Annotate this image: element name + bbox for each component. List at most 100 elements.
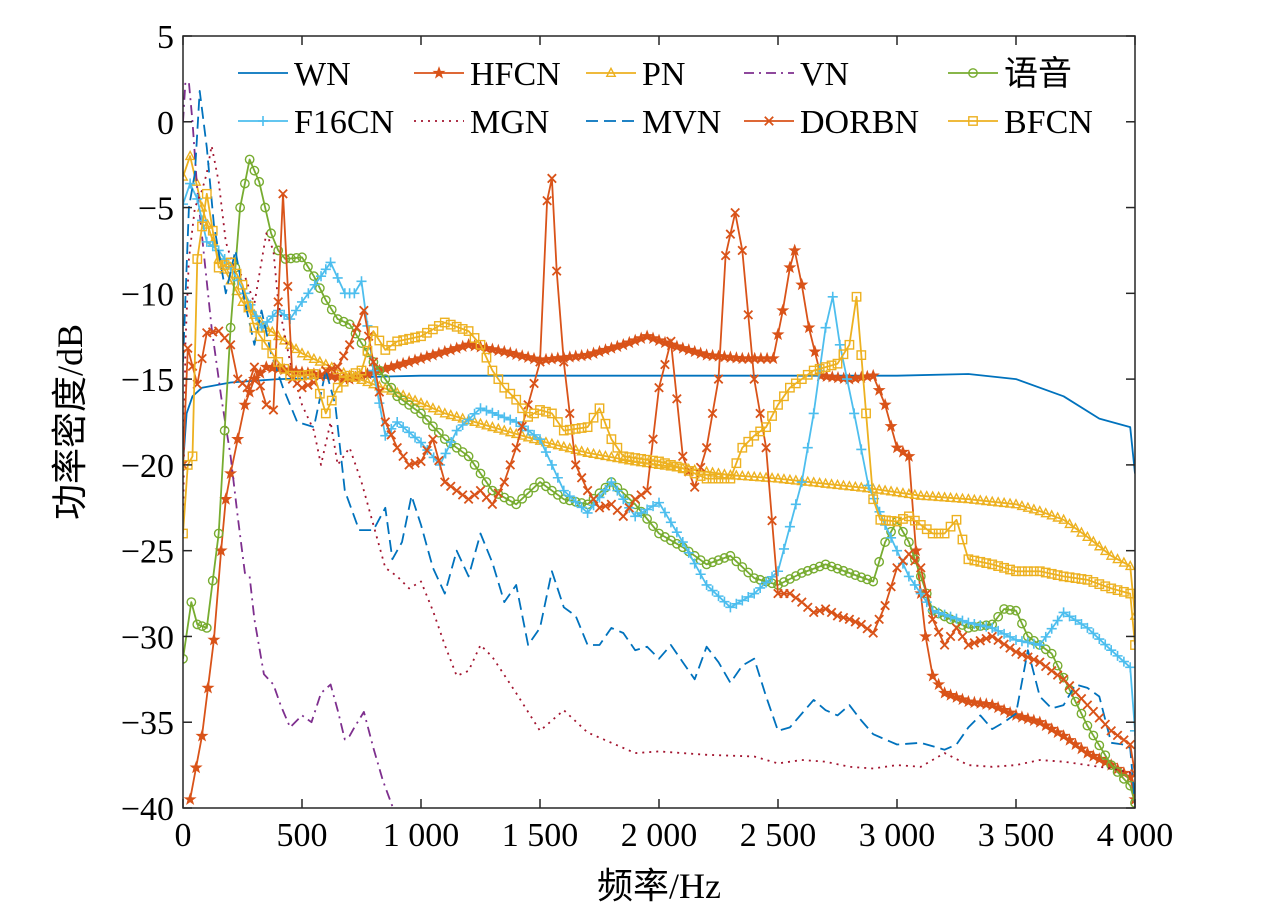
data-point <box>856 619 867 630</box>
data-point <box>606 434 617 445</box>
data-point <box>725 229 736 239</box>
data-point <box>207 575 218 586</box>
data-point <box>802 442 813 453</box>
data-point <box>866 368 880 382</box>
data-point <box>380 417 391 427</box>
data-point <box>523 400 533 410</box>
data-point <box>879 484 891 495</box>
data-point <box>808 476 820 487</box>
data-point <box>326 395 337 406</box>
data-point <box>283 363 297 377</box>
legend-item-wn: WN <box>238 56 351 93</box>
data-point <box>1100 639 1111 650</box>
data-point <box>963 640 974 650</box>
data-point <box>1112 730 1123 741</box>
data-point <box>938 686 952 699</box>
data-point <box>445 481 456 492</box>
data-point <box>308 352 320 364</box>
data-point <box>529 429 540 440</box>
data-point <box>688 344 702 358</box>
data-point <box>332 272 343 283</box>
data-point <box>344 339 355 350</box>
data-point <box>713 374 724 384</box>
data-point <box>1046 509 1058 520</box>
data-point <box>659 507 670 518</box>
data-point <box>189 760 203 774</box>
data-point <box>244 154 255 165</box>
data-point <box>636 453 647 464</box>
data-point <box>368 326 379 336</box>
data-point <box>648 521 658 532</box>
data-point <box>927 605 938 616</box>
data-point <box>368 357 379 367</box>
data-point <box>349 288 360 299</box>
data-point <box>213 262 224 273</box>
data-point <box>1028 503 1040 514</box>
legend-label: VN <box>800 56 849 93</box>
data-point <box>945 491 956 502</box>
data-point <box>612 442 623 453</box>
data-point <box>600 449 611 461</box>
data-point <box>551 266 562 276</box>
data-point <box>844 339 855 350</box>
data-point <box>332 314 343 324</box>
data-point <box>326 304 337 315</box>
data-point <box>1005 564 1015 575</box>
data-point <box>356 373 367 385</box>
data-point <box>1017 566 1027 577</box>
data-point <box>957 492 968 503</box>
data-point <box>1040 661 1051 672</box>
data-point <box>350 368 361 379</box>
data-point <box>723 350 737 363</box>
data-point <box>672 394 682 404</box>
data-point <box>909 488 921 499</box>
data-point <box>338 316 349 327</box>
data-point <box>779 391 789 402</box>
data-point <box>303 380 313 390</box>
data-point <box>1106 760 1117 771</box>
data-point <box>872 383 886 396</box>
data-point <box>594 403 605 414</box>
data-point <box>1003 705 1017 719</box>
data-point <box>993 625 1004 636</box>
data-point <box>1129 725 1135 736</box>
data-point <box>993 611 1004 622</box>
legend-marker <box>968 68 978 78</box>
data-point <box>771 327 785 341</box>
data-point <box>796 477 807 488</box>
data-point <box>677 451 688 462</box>
data-point <box>1051 725 1065 739</box>
data-point <box>499 412 510 423</box>
data-point <box>963 617 974 628</box>
legend-item-f16cn: F16CN <box>238 104 394 141</box>
data-point <box>1046 665 1057 676</box>
data-point <box>868 628 879 638</box>
data-point <box>730 207 740 218</box>
data-point <box>826 561 837 572</box>
data-point <box>1082 720 1093 731</box>
data-point <box>987 559 998 570</box>
legend-item-mvn: MVN <box>586 104 721 141</box>
data-point <box>469 408 480 419</box>
data-point <box>351 322 362 333</box>
data-point <box>202 218 213 229</box>
data-point <box>748 470 760 481</box>
data-point <box>683 465 694 476</box>
data-point <box>183 170 189 181</box>
data-point <box>344 370 355 381</box>
data-point <box>725 550 736 561</box>
data-point <box>856 350 867 360</box>
data-point <box>1064 572 1075 583</box>
data-point <box>195 729 209 742</box>
data-point <box>225 257 236 268</box>
data-point <box>831 370 845 384</box>
data-point <box>851 291 862 302</box>
data-point <box>921 597 932 608</box>
data-point <box>255 331 266 342</box>
data-point <box>492 422 504 433</box>
data-point <box>755 582 766 594</box>
data-point <box>410 332 420 343</box>
data-point <box>290 342 302 354</box>
data-point <box>462 337 476 351</box>
data-point <box>856 572 867 583</box>
